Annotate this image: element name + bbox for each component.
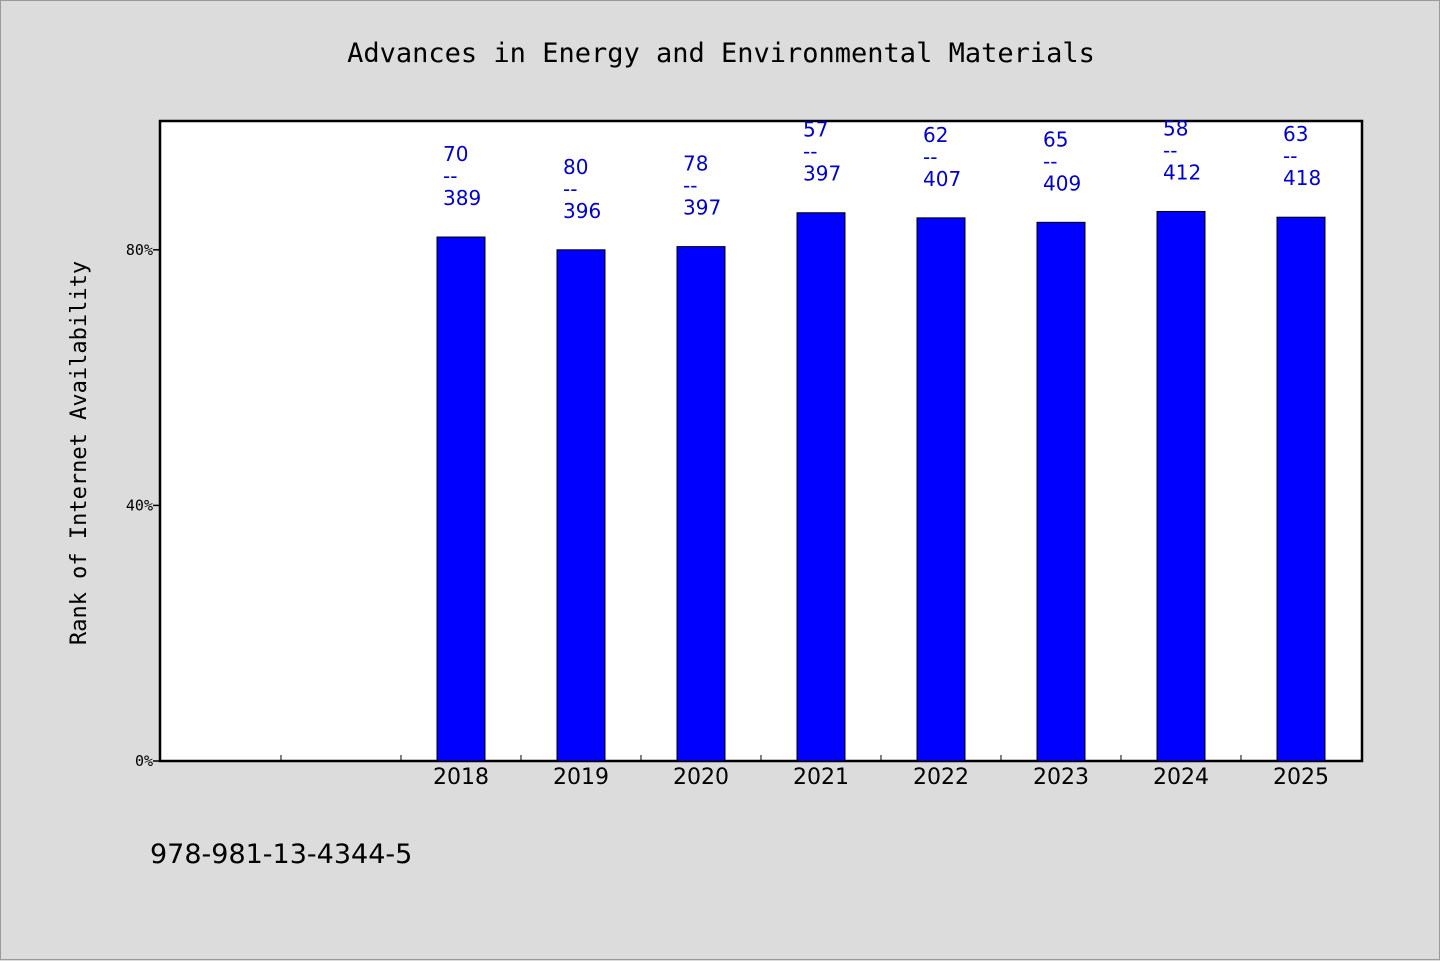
data-label-2022-line3: 407 xyxy=(923,167,961,191)
data-label-2018-line3: 389 xyxy=(443,186,481,210)
data-label-2020-line3: 397 xyxy=(683,196,721,220)
data-label-2025-line3: 418 xyxy=(1283,166,1321,190)
x-tick-label: 2019 xyxy=(553,765,609,790)
data-label-2019-line3: 396 xyxy=(563,199,601,223)
data-label-2024-line1: 58 xyxy=(1163,116,1188,140)
data-label-2020-line1: 78 xyxy=(683,152,708,176)
data-label-2020-line2: -- xyxy=(683,174,697,198)
bar-2024 xyxy=(1156,210,1206,762)
data-label-2025-line2: -- xyxy=(1283,144,1297,168)
x-tick-label: 2025 xyxy=(1273,765,1329,790)
data-label-2023-line3: 409 xyxy=(1043,171,1081,195)
data-label-2021-line3: 397 xyxy=(803,162,841,186)
data-label-2018-line1: 70 xyxy=(443,142,468,166)
data-label-2018-line2: -- xyxy=(443,164,457,188)
bar-2018 xyxy=(436,236,486,762)
ticks-layer: 0% 40% 80% xyxy=(126,241,1242,770)
data-label-2022-line1: 62 xyxy=(923,123,948,147)
data-label-2023-line1: 65 xyxy=(1043,127,1068,151)
isbn-footer: 978-981-13-4344-5 xyxy=(150,839,412,870)
bar-2021 xyxy=(796,212,846,762)
data-label-2021-line1: 57 xyxy=(803,118,828,142)
x-tick-label: 2018 xyxy=(433,765,489,790)
y-tick-label: 40% xyxy=(126,496,153,514)
data-label-2024-line2: -- xyxy=(1163,138,1177,162)
data-label-2023-line2: -- xyxy=(1043,149,1057,173)
x-tick-label: 2022 xyxy=(913,765,969,790)
data-label-2021-line2: -- xyxy=(803,140,817,164)
x-tick-label: 2020 xyxy=(673,765,729,790)
bar-2019 xyxy=(556,249,606,762)
x-tick-label: 2021 xyxy=(793,765,849,790)
x-tick-label: 2024 xyxy=(1153,765,1209,790)
data-label-2019-line1: 80 xyxy=(563,155,588,179)
y-tick-label: 80% xyxy=(126,241,153,259)
bars-layer xyxy=(436,210,1326,762)
data-label-2019-line2: -- xyxy=(563,177,577,201)
data-label-2022-line2: -- xyxy=(923,145,937,169)
chart-title: Advances in Energy and Environmental Mat… xyxy=(347,38,1095,69)
bar-2023 xyxy=(1036,221,1086,762)
bar-2020 xyxy=(676,246,726,762)
data-label-2025-line1: 63 xyxy=(1283,122,1308,146)
x-tick-label: 2023 xyxy=(1033,765,1089,790)
labels-layer: 201870--389201980--396202078--397202157-… xyxy=(433,116,1329,790)
data-label-2024-line3: 412 xyxy=(1163,160,1201,184)
bar-2022 xyxy=(916,217,966,762)
y-axis-label: Rank of Internet Availability xyxy=(67,261,92,645)
bar-2025 xyxy=(1276,216,1326,762)
y-tick-label: 0% xyxy=(135,752,153,770)
